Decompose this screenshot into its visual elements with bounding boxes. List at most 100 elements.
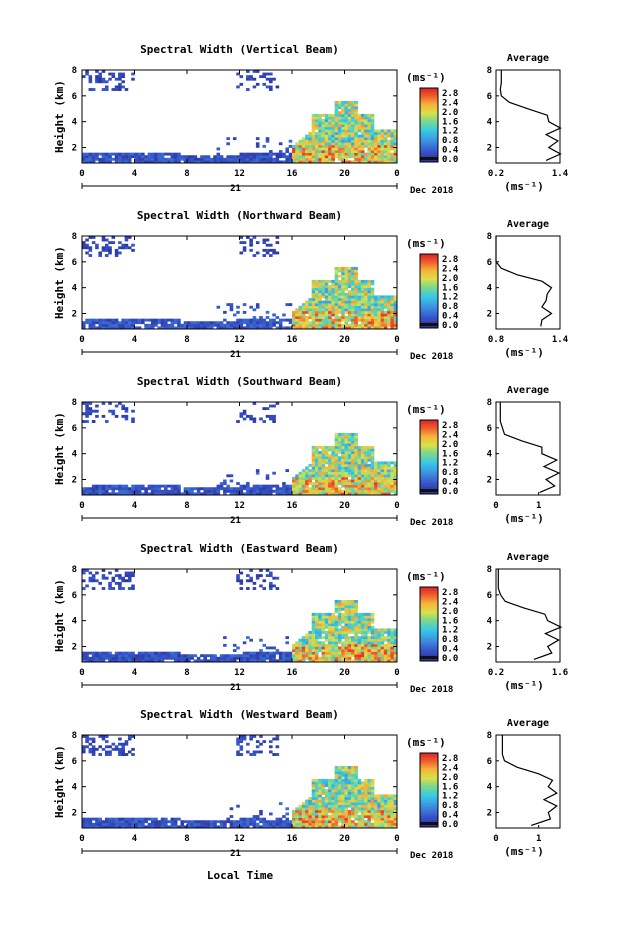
heatmap-cell: [341, 768, 345, 772]
heatmap-cell: [331, 121, 335, 125]
heatmap-cell: [364, 285, 368, 288]
heatmap-cell: [357, 303, 362, 307]
heatmap-cell: [262, 420, 267, 423]
average-y-tick-label: 2: [487, 144, 492, 154]
heatmap-cell: [269, 651, 273, 655]
heatmap-cell: [85, 489, 89, 493]
heatmap-cell: [206, 659, 211, 663]
heatmap-cell: [331, 778, 335, 782]
heatmap-cell: [390, 305, 395, 309]
heatmap-cell: [334, 643, 339, 647]
heatmap-cell: [314, 476, 319, 480]
colorbar-cell: [420, 309, 438, 312]
heatmap-cell: [357, 479, 362, 483]
heatmap-cell: [370, 812, 375, 816]
x-tick-label: 4: [132, 169, 138, 179]
heatmap-cell: [88, 80, 93, 84]
colorbar-tick-label: 2.8: [442, 89, 458, 99]
heatmap-cell: [164, 323, 168, 327]
heatmap-cell: [255, 241, 260, 245]
heatmap-cell: [209, 822, 214, 826]
heatmap-cell: [357, 316, 362, 319]
heatmap-cell: [374, 654, 378, 658]
heatmap-cell: [360, 282, 365, 286]
heatmap-cell: [236, 574, 240, 578]
heatmap-cell: [337, 464, 342, 467]
heatmap-cell: [360, 295, 365, 299]
heatmap-cell: [259, 809, 263, 813]
heatmap-cell: [127, 579, 132, 583]
heatmap-cell: [288, 157, 293, 161]
heatmap-cell: [114, 77, 119, 81]
heatmap-cell: [351, 773, 355, 777]
heatmap-cell: [127, 735, 132, 738]
heatmap-cell: [311, 612, 316, 616]
colorbar-zero-band: [420, 157, 438, 160]
beam-panel-2: Spectral Width (Southward Beam)Height (k…: [53, 375, 561, 528]
heatmap-cell: [246, 659, 250, 663]
heatmap-cell: [183, 160, 188, 164]
heatmap-cell: [383, 326, 388, 330]
heatmap-cell: [318, 308, 322, 312]
heatmap-cell: [360, 820, 365, 824]
heatmap-cell: [380, 487, 385, 491]
heatmap-cell: [331, 623, 335, 627]
heatmap-cell: [305, 318, 309, 322]
heatmap-cell: [331, 482, 335, 485]
heatmap-cell: [242, 412, 247, 416]
heatmap-cell: [321, 310, 326, 314]
heatmap-cell: [360, 479, 365, 483]
heatmap-cell: [275, 492, 280, 496]
heatmap-cell: [370, 489, 375, 493]
heatmap-cell: [127, 587, 132, 590]
heatmap-cell: [334, 282, 339, 286]
heatmap-cell: [308, 822, 312, 826]
heatmap-cell: [360, 124, 365, 128]
heatmap-cell: [249, 417, 253, 421]
heatmap-cell: [232, 137, 237, 141]
heatmap-cell: [387, 476, 391, 480]
heatmap-cell: [321, 646, 326, 650]
heatmap-cell: [370, 152, 375, 156]
heatmap-cell: [367, 142, 372, 146]
heatmap-cell: [344, 147, 349, 151]
heatmap-cell: [137, 157, 142, 161]
heatmap-cell: [252, 417, 257, 421]
heatmap-cell: [328, 300, 332, 304]
colorbar-cell: [420, 651, 438, 654]
heatmap-cell: [383, 484, 388, 488]
heatmap-cell: [351, 282, 355, 286]
heatmap-cell: [347, 144, 352, 148]
heatmap-cell: [390, 144, 395, 148]
colorbar-cell: [420, 799, 438, 802]
heatmap-cell: [354, 269, 358, 273]
heatmap-cell: [367, 791, 372, 795]
colorbar-tick-label: 0.4: [442, 478, 459, 488]
heatmap-cell: [347, 809, 352, 813]
heatmap-cell: [272, 654, 276, 658]
heatmap-cell: [344, 615, 349, 619]
heatmap-cell: [85, 825, 89, 829]
heatmap-cell: [328, 298, 332, 301]
heatmap-cell: [383, 659, 388, 663]
heatmap-cell: [246, 321, 250, 325]
heatmap-cell: [360, 298, 365, 301]
heatmap-cell: [134, 492, 139, 496]
heatmap-cell: [314, 285, 319, 288]
heatmap-cell: [318, 292, 322, 296]
heatmap-cell: [190, 326, 194, 330]
heatmap-cell: [318, 300, 322, 304]
heatmap-cell: [305, 649, 309, 652]
heatmap-cell: [314, 612, 319, 616]
heatmap-cell: [380, 134, 385, 138]
heatmap-cell: [308, 817, 312, 821]
heatmap-cell: [337, 474, 342, 478]
heatmap-cell: [127, 246, 132, 250]
heatmap-cell: [118, 323, 122, 327]
colorbar-cell: [420, 457, 438, 460]
heatmap-cell: [292, 487, 296, 491]
heatmap-cell: [285, 651, 290, 655]
heatmap-cell: [82, 579, 86, 583]
heatmap-cell: [203, 820, 207, 824]
heatmap-cell: [380, 464, 385, 467]
